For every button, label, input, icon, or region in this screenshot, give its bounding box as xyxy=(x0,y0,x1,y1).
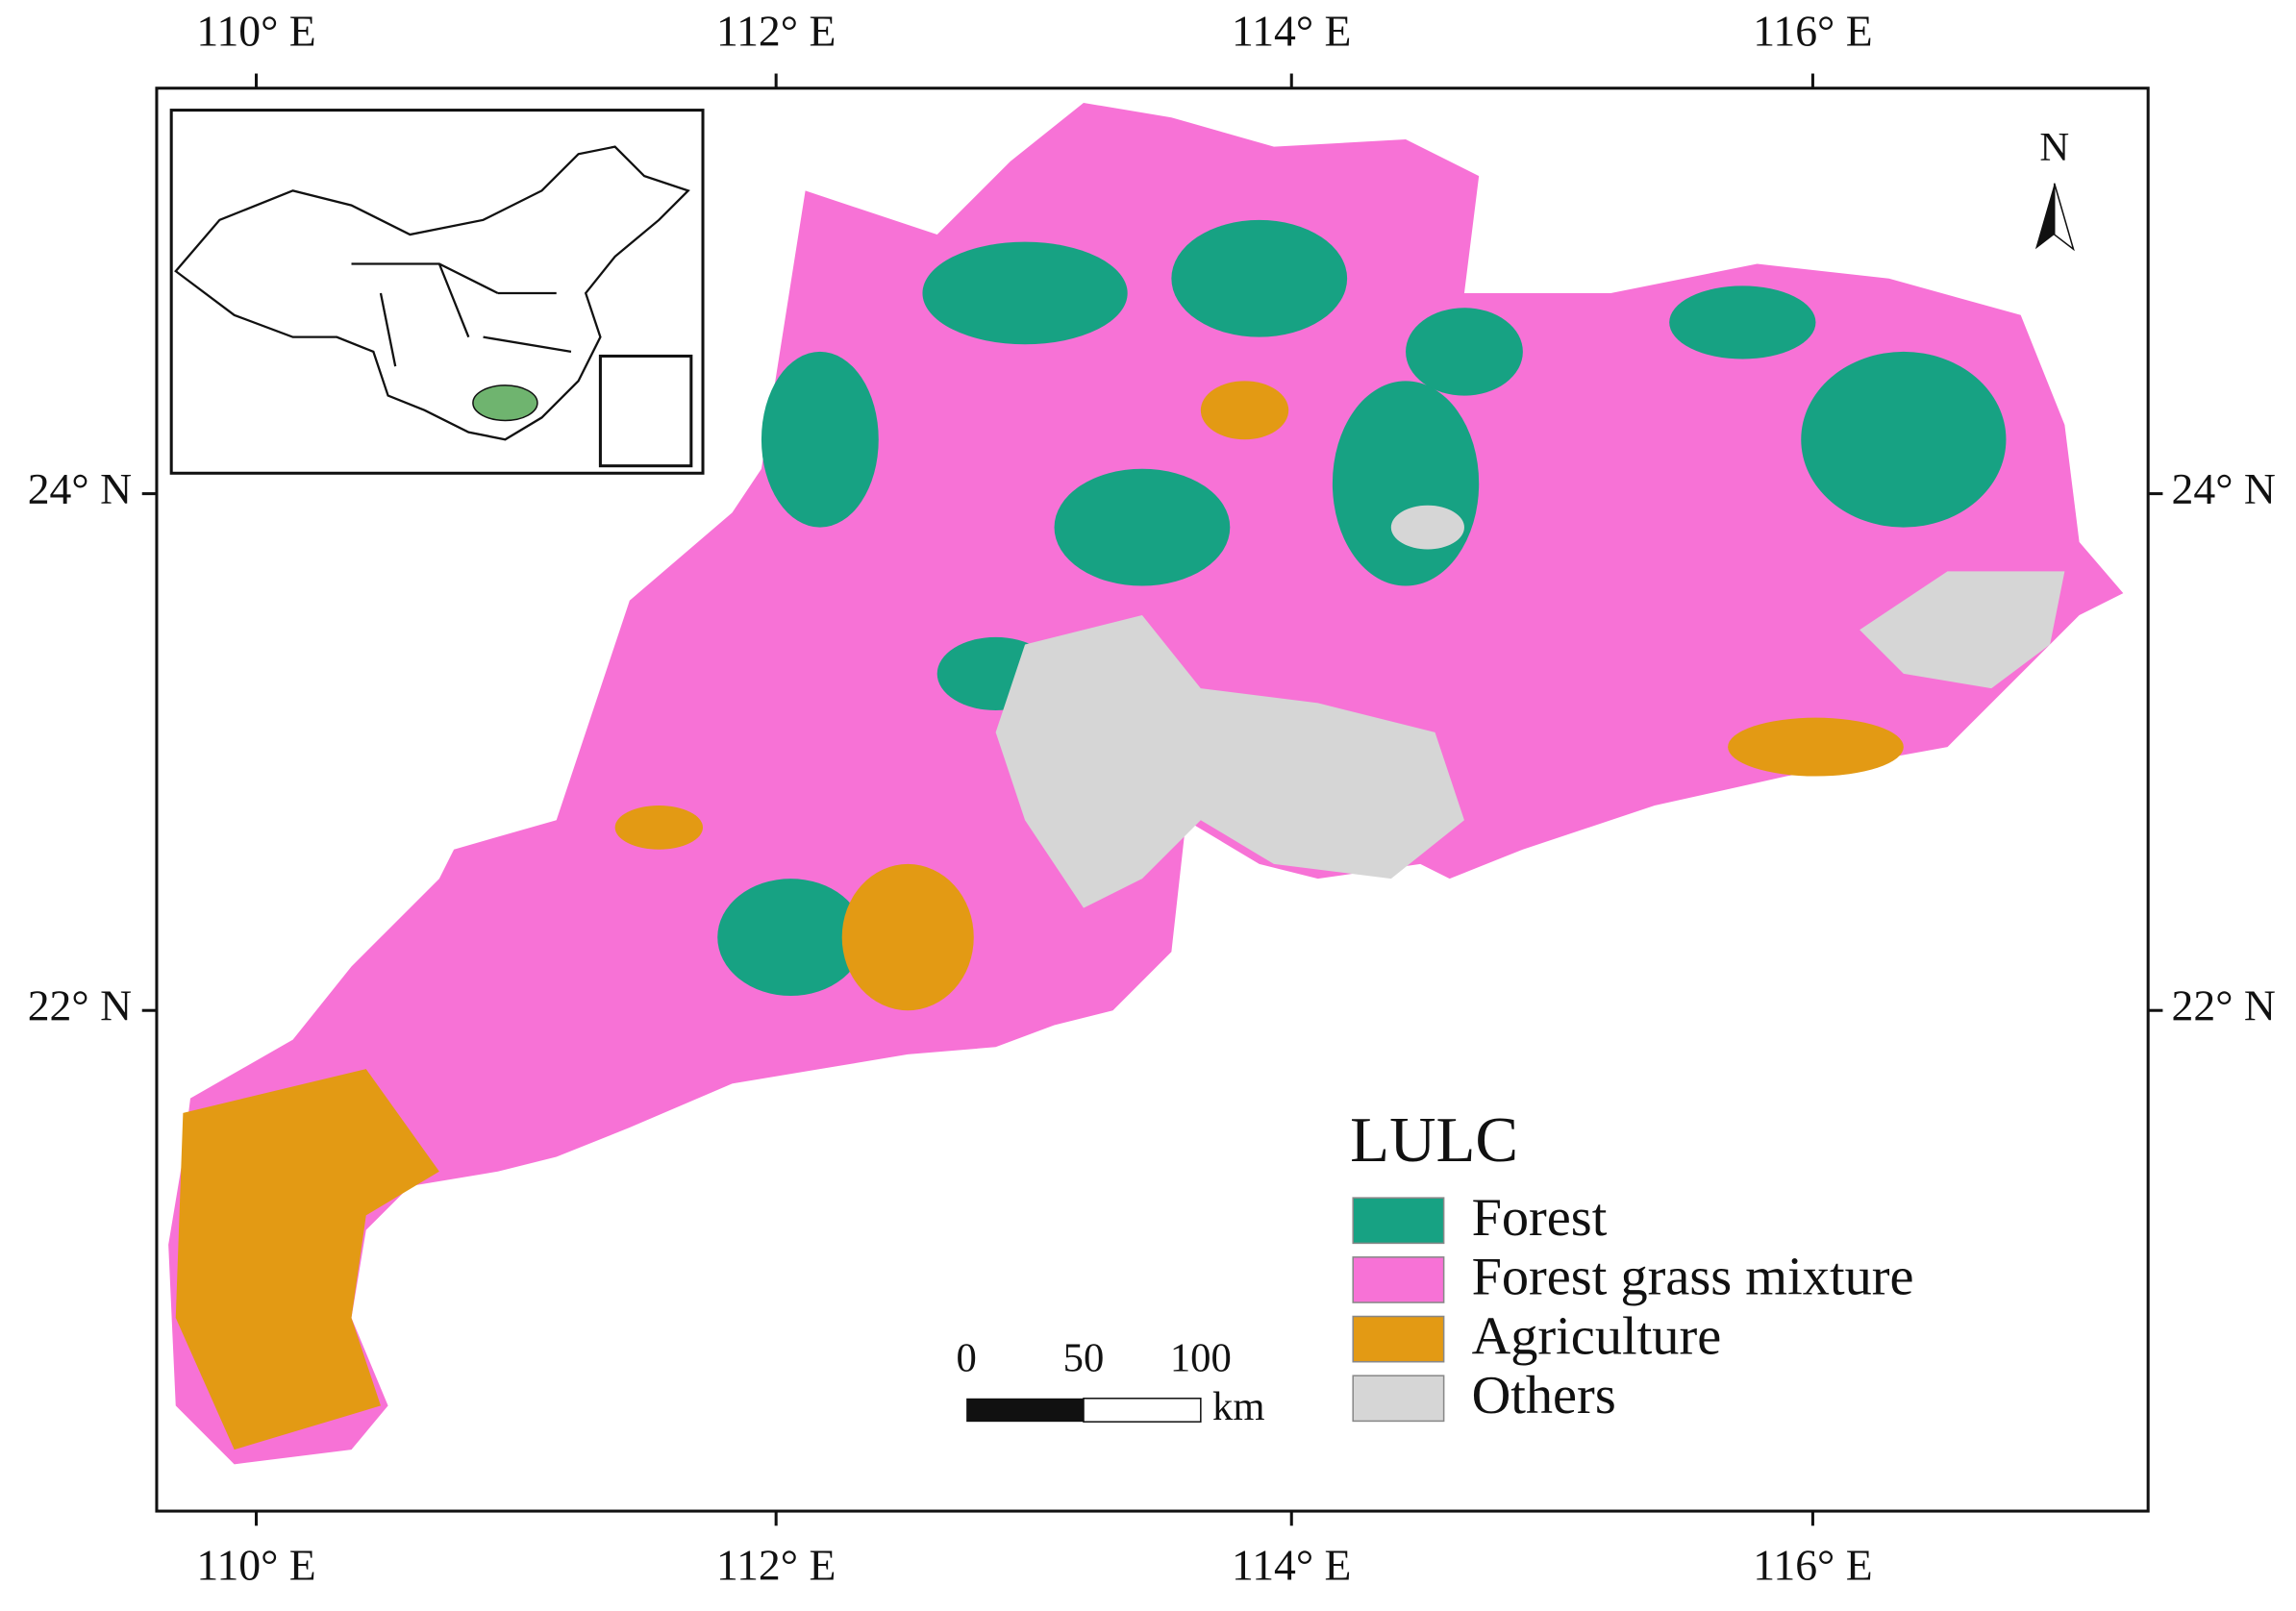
legend-title: LULC xyxy=(1350,1104,1518,1176)
scale-label: 0 xyxy=(956,1336,976,1381)
lat-label: 22° N xyxy=(28,981,132,1030)
legend-label: Forest grass mixture xyxy=(1472,1248,1914,1307)
forest-patch xyxy=(1054,468,1231,586)
inset-highlight xyxy=(472,384,538,422)
scale-label: 50 xyxy=(1063,1336,1105,1381)
forest-patch xyxy=(1332,381,1480,586)
scale-segment xyxy=(966,1398,1084,1423)
forest-patch xyxy=(1171,219,1348,337)
urban-patch xyxy=(1390,505,1464,550)
lat-label: 22° N xyxy=(2172,981,2276,1030)
map-frame xyxy=(155,87,2150,1513)
lat-label: 24° N xyxy=(2172,464,2276,513)
lon-label: 110° E xyxy=(196,1540,315,1589)
inset-outline xyxy=(174,145,690,441)
inset-frame xyxy=(169,109,705,475)
lon-label: 110° E xyxy=(196,6,315,55)
inset-box xyxy=(598,354,693,468)
urban-patch xyxy=(995,615,1464,908)
lon-label: 116° E xyxy=(1753,1540,1872,1589)
forest-patch xyxy=(761,351,879,528)
scale-bar xyxy=(966,1398,1202,1423)
forest-patch xyxy=(717,879,864,996)
lon-label: 112° E xyxy=(716,1540,836,1589)
agriculture-patch xyxy=(841,863,974,1011)
agriculture-patch xyxy=(1728,717,1904,777)
arrow-half xyxy=(2053,183,2075,252)
lon-label: 114° E xyxy=(1232,1540,1351,1589)
scale-unit: km xyxy=(1212,1384,1264,1429)
legend-swatch xyxy=(1352,1256,1445,1303)
labels: 110° E 110° E 112° E 112° E 114° E 114° E 116°… xyxy=(28,6,2276,1589)
agriculture-patch xyxy=(175,1069,439,1450)
agriculture-patch xyxy=(614,806,704,850)
forest-patch xyxy=(922,241,1128,345)
inset-map xyxy=(169,109,705,475)
legend-label: Agriculture xyxy=(1472,1306,1722,1366)
arrow-half xyxy=(2034,183,2055,250)
urban-patch xyxy=(1859,571,2065,689)
legend-label: Others xyxy=(1472,1366,1616,1425)
forest-patch xyxy=(1801,351,2007,528)
land-use-map xyxy=(168,102,2124,1465)
lon-label: 112° E xyxy=(716,6,836,55)
north-arrow: N xyxy=(2034,125,2075,252)
lat-label: 24° N xyxy=(28,464,132,513)
scale-label: 100 xyxy=(1170,1336,1232,1381)
north-label: N xyxy=(2039,125,2069,170)
legend-swatch xyxy=(1352,1375,1445,1423)
forest-patch xyxy=(1669,285,1816,359)
lon-label: 116° E xyxy=(1753,6,1872,55)
forest-patch xyxy=(1406,308,1523,396)
scale-segment xyxy=(1083,1398,1202,1423)
legend-swatch xyxy=(1352,1197,1445,1245)
agriculture-patch xyxy=(1200,381,1289,440)
legend-label: Forest xyxy=(1472,1188,1608,1248)
legend-swatch xyxy=(1352,1315,1445,1363)
lon-label: 114° E xyxy=(1232,6,1351,55)
